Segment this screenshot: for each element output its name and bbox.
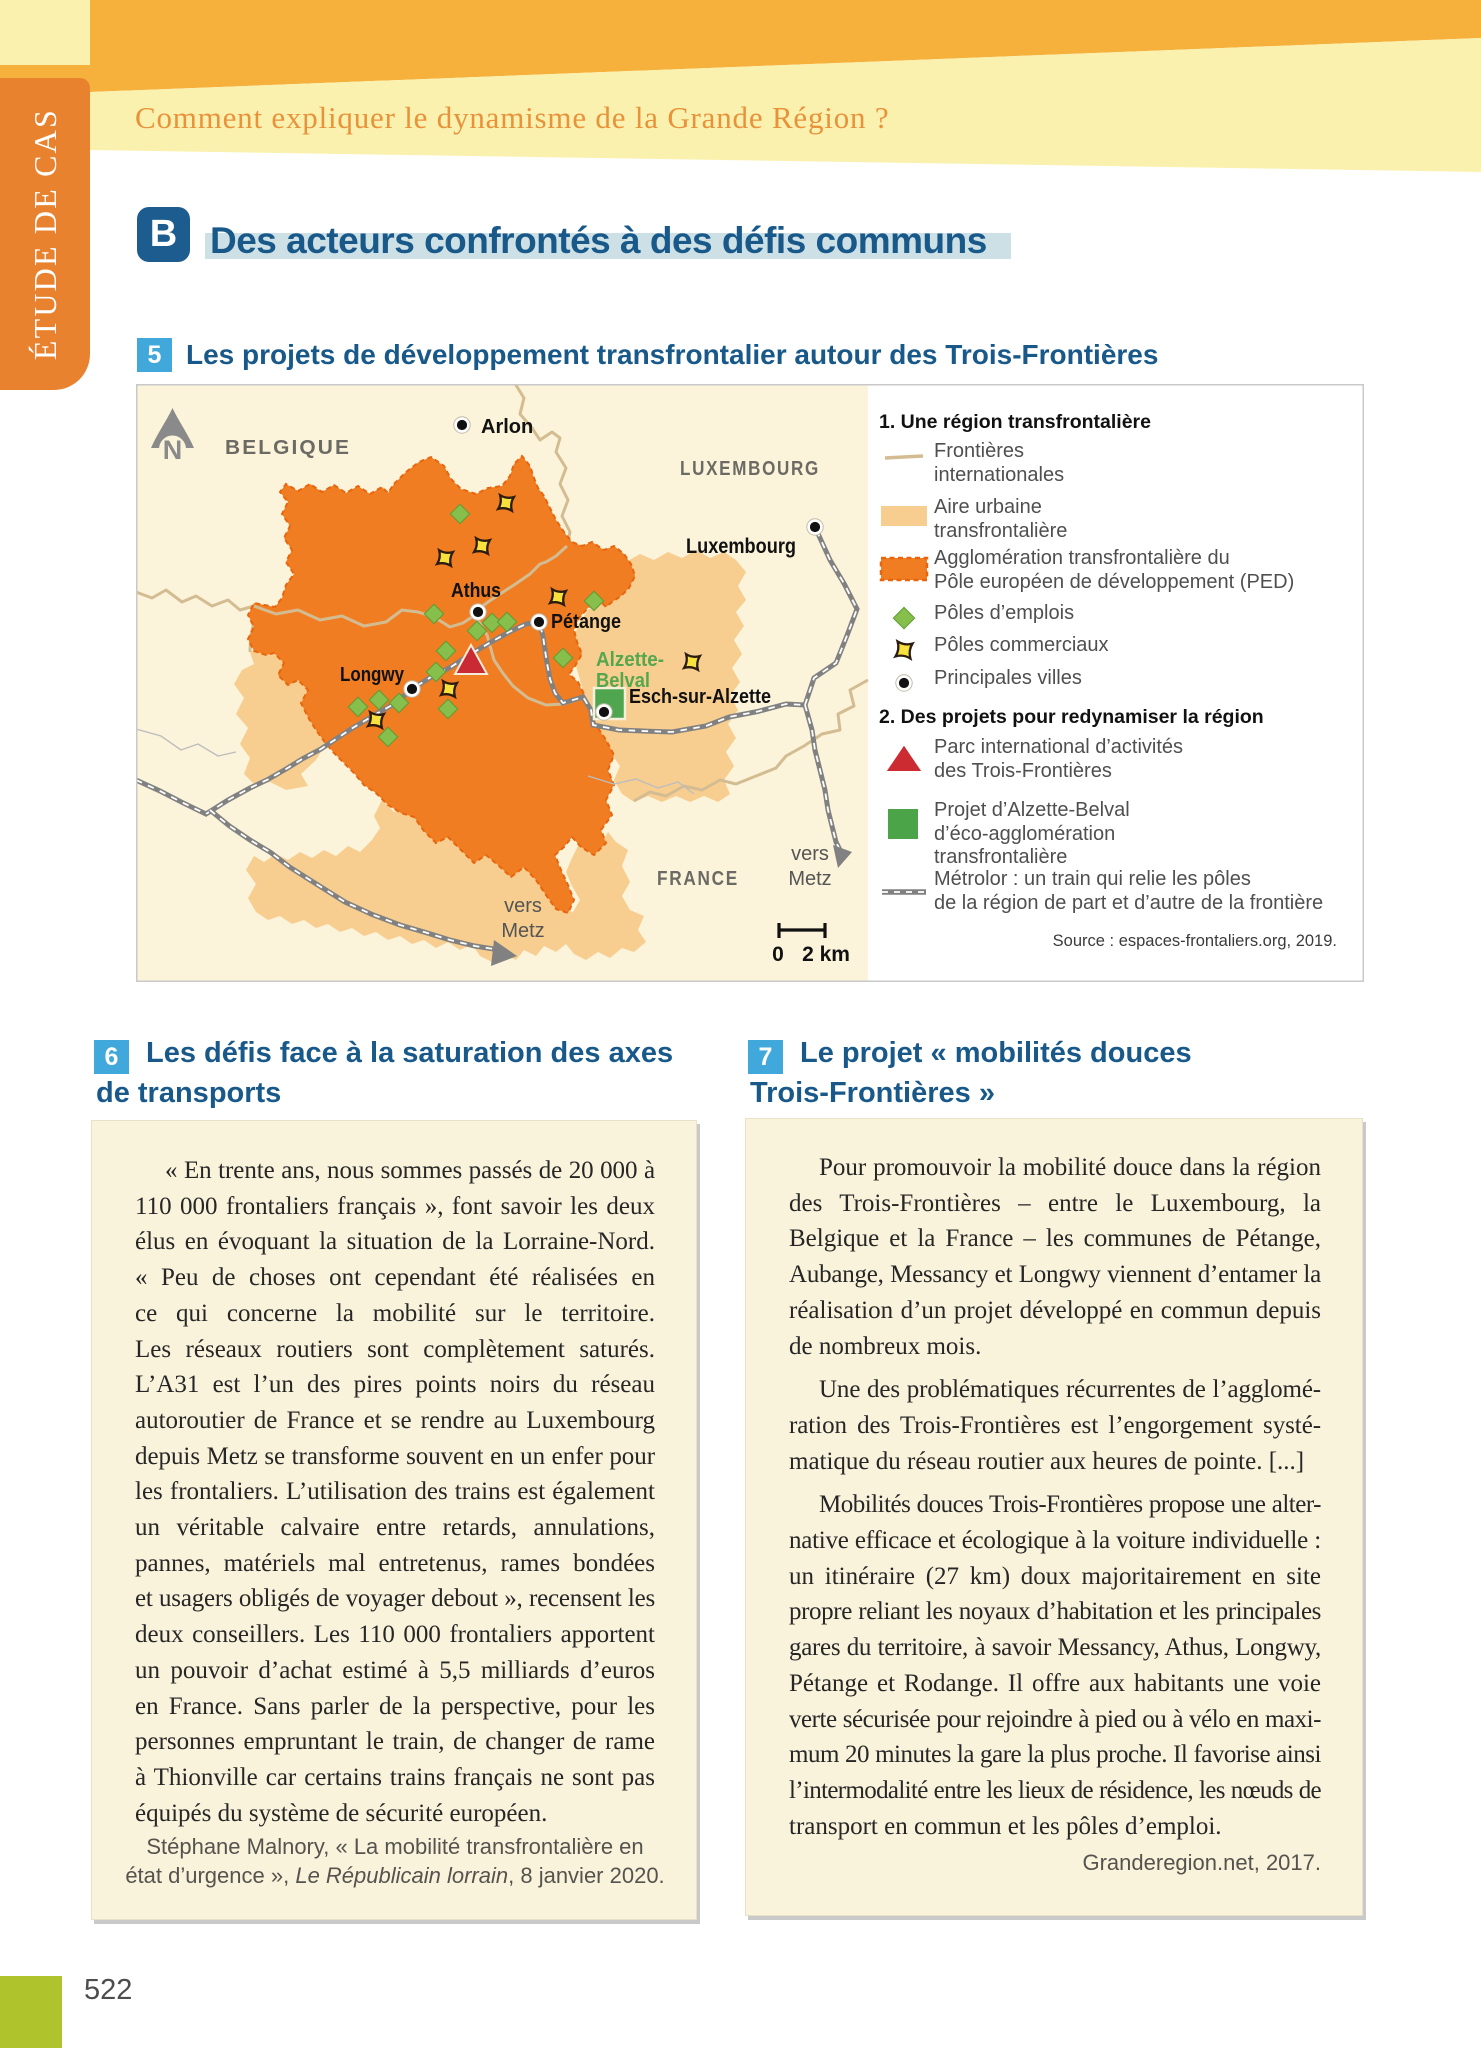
svg-text:vers: vers: [791, 843, 829, 865]
svg-text:Pétange: Pétange: [551, 611, 621, 633]
svg-text:LUXEMBOURG: LUXEMBOURG: [680, 458, 820, 480]
svg-text:Alzette-: Alzette-: [596, 649, 664, 671]
svg-text:vers: vers: [504, 895, 542, 917]
svg-text:2 km: 2 km: [802, 943, 850, 966]
svg-text:Longwy: Longwy: [340, 664, 405, 686]
svg-text:Luxembourg: Luxembourg: [686, 535, 796, 558]
svg-text:0: 0: [772, 943, 784, 966]
svg-text:Arlon: Arlon: [481, 416, 533, 438]
svg-text:Belval: Belval: [596, 670, 650, 692]
svg-text:N: N: [163, 435, 183, 465]
svg-text:FRANCE: FRANCE: [657, 868, 739, 890]
svg-text:Metz: Metz: [501, 920, 544, 942]
svg-text:Athus: Athus: [451, 580, 501, 602]
svg-text:Esch-sur-Alzette: Esch-sur-Alzette: [629, 686, 771, 708]
svg-text:Metz: Metz: [788, 868, 831, 890]
svg-text:BELGIQUE: BELGIQUE: [225, 437, 351, 459]
